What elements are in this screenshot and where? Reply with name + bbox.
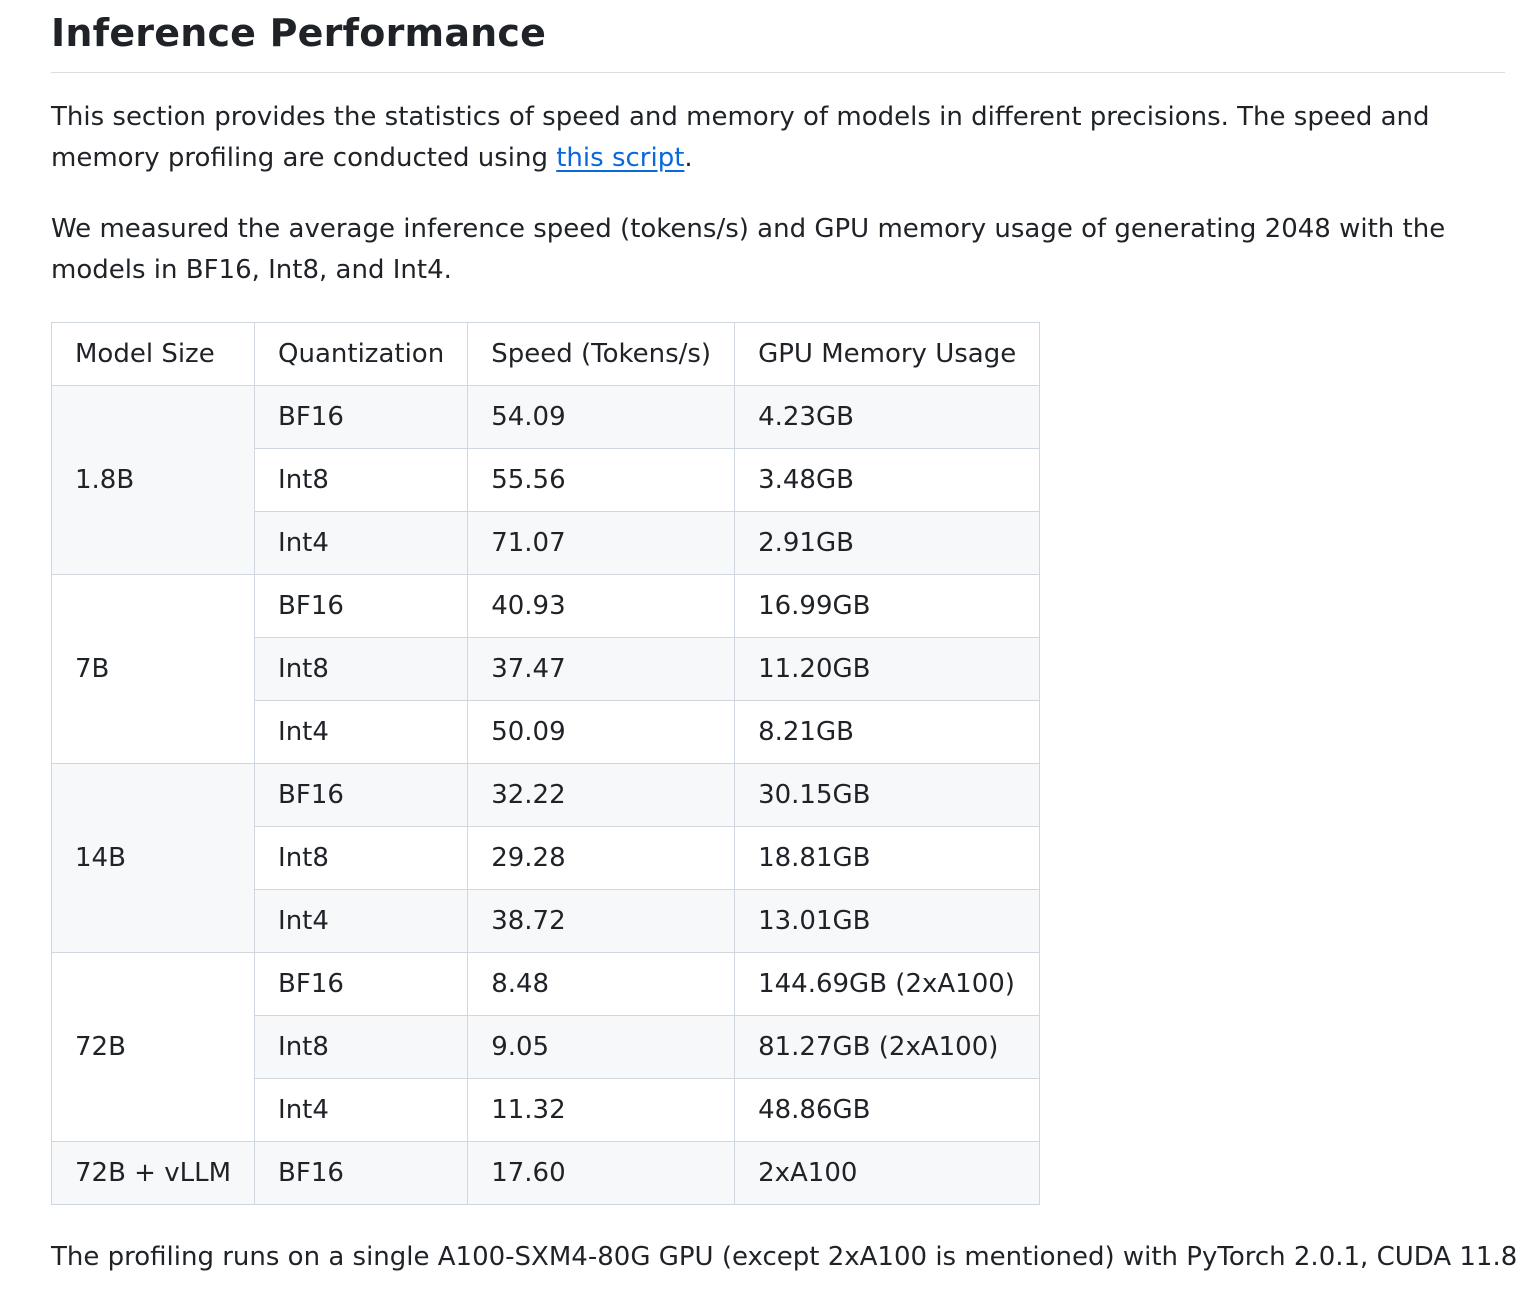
- table-header-row: Model Size Quantization Speed (Tokens/s)…: [50, 321, 1041, 386]
- profiling-note-paragraph: The profiling runs on a single A100-SXM4…: [51, 1241, 1517, 1272]
- quantization-cell: BF16: [254, 762, 469, 827]
- table-row: 72B + vLLM BF16 17.60 2xA100: [50, 1140, 1041, 1205]
- table-row: Int4 71.07 2.91GB: [52, 510, 1041, 575]
- memory-cell: 2xA100: [734, 1140, 1041, 1205]
- content-section: Inference Performance This section provi…: [50, 0, 1517, 1278]
- quantization-cell: BF16: [254, 384, 469, 449]
- quantization-cell: Int8: [254, 1014, 469, 1079]
- quantization-cell: Int4: [254, 1077, 469, 1142]
- speed-cell: 40.93: [467, 573, 736, 638]
- speed-cell: 9.05: [467, 1014, 736, 1079]
- quantization-cell: BF16: [254, 951, 469, 1016]
- quantization-cell: Int8: [254, 636, 469, 701]
- speed-cell: 50.09: [467, 699, 736, 764]
- quantization-cell: Int8: [254, 825, 469, 890]
- speed-cell: 29.28: [467, 825, 736, 890]
- table-row: Int4 50.09 8.21GB: [52, 699, 1041, 764]
- speed-cell: 37.47: [467, 636, 736, 701]
- quantization-cell: Int4: [254, 888, 469, 953]
- quantization-cell: Int4: [254, 699, 469, 764]
- model-size-cell: 1.8B: [50, 384, 256, 575]
- table-row: 1.8B BF16 54.09 4.23GB: [50, 384, 1041, 575]
- speed-cell: 8.48: [467, 951, 736, 1016]
- speed-cell: 38.72: [467, 888, 736, 953]
- memory-cell: 48.86GB: [734, 1077, 1041, 1142]
- quantization-cell: BF16: [254, 1140, 469, 1205]
- memory-cell: 144.69GB (2xA100): [734, 951, 1041, 1016]
- memory-cell: 16.99GB: [734, 573, 1041, 638]
- intro-text: This section provides the statistics of …: [51, 101, 1430, 173]
- table-row: 14B BF16 32.22 30.15GB: [50, 762, 1041, 953]
- table-row: Int4 38.72 13.01GB: [52, 888, 1041, 953]
- model-size-cell: 14B: [50, 762, 256, 953]
- table-row: Int8 9.05 81.27GB (2xA100): [52, 1014, 1041, 1079]
- performance-table: Model Size Quantization Speed (Tokens/s)…: [50, 321, 1041, 1205]
- speed-cell: 55.56: [467, 447, 736, 512]
- memory-cell: 11.20GB: [734, 636, 1041, 701]
- memory-cell: 2.91GB: [734, 510, 1041, 575]
- memory-cell: 13.01GB: [734, 888, 1041, 953]
- table-row: 72B BF16 8.48 144.69GB (2xA100): [50, 951, 1041, 1142]
- memory-cell: 3.48GB: [734, 447, 1041, 512]
- header-quantization: Quantization: [254, 321, 469, 386]
- table-row: Int8 37.47 11.20GB: [52, 636, 1041, 701]
- model-size-cell: 7B: [50, 573, 256, 764]
- script-link[interactable]: this script: [556, 142, 685, 173]
- table-body: 1.8B BF16 54.09 4.23GB Int8 55.56 3.48GB…: [50, 384, 1041, 1205]
- header-model-size: Model Size: [50, 321, 256, 386]
- speed-cell: 11.32: [467, 1077, 736, 1142]
- table-row: Int8 55.56 3.48GB: [52, 447, 1041, 512]
- quantization-cell: Int4: [254, 510, 469, 575]
- header-speed: Speed (Tokens/s): [467, 321, 736, 386]
- memory-cell: 81.27GB (2xA100): [734, 1014, 1041, 1079]
- model-size-cell: 72B: [50, 951, 256, 1142]
- intro-text-end: .: [684, 142, 693, 173]
- memory-cell: 4.23GB: [734, 384, 1041, 449]
- speed-cell: 17.60: [467, 1140, 736, 1205]
- section-heading: Inference Performance: [51, 0, 1505, 73]
- intro-paragraph: This section provides the statistics of …: [51, 97, 1505, 179]
- measurement-paragraph: We measured the average inference speed …: [51, 213, 1446, 285]
- memory-cell: 18.81GB: [734, 825, 1041, 890]
- speed-cell: 71.07: [467, 510, 736, 575]
- table-row: 7B BF16 40.93 16.99GB: [50, 573, 1041, 764]
- speed-cell: 32.22: [467, 762, 736, 827]
- table-row: Int4 11.32 48.86GB: [52, 1077, 1041, 1142]
- header-gpu-memory: GPU Memory Usage: [734, 321, 1041, 386]
- memory-cell: 30.15GB: [734, 762, 1041, 827]
- quantization-cell: Int8: [254, 447, 469, 512]
- memory-cell: 8.21GB: [734, 699, 1041, 764]
- quantization-cell: BF16: [254, 573, 469, 638]
- speed-cell: 54.09: [467, 384, 736, 449]
- model-size-cell: 72B + vLLM: [50, 1140, 256, 1205]
